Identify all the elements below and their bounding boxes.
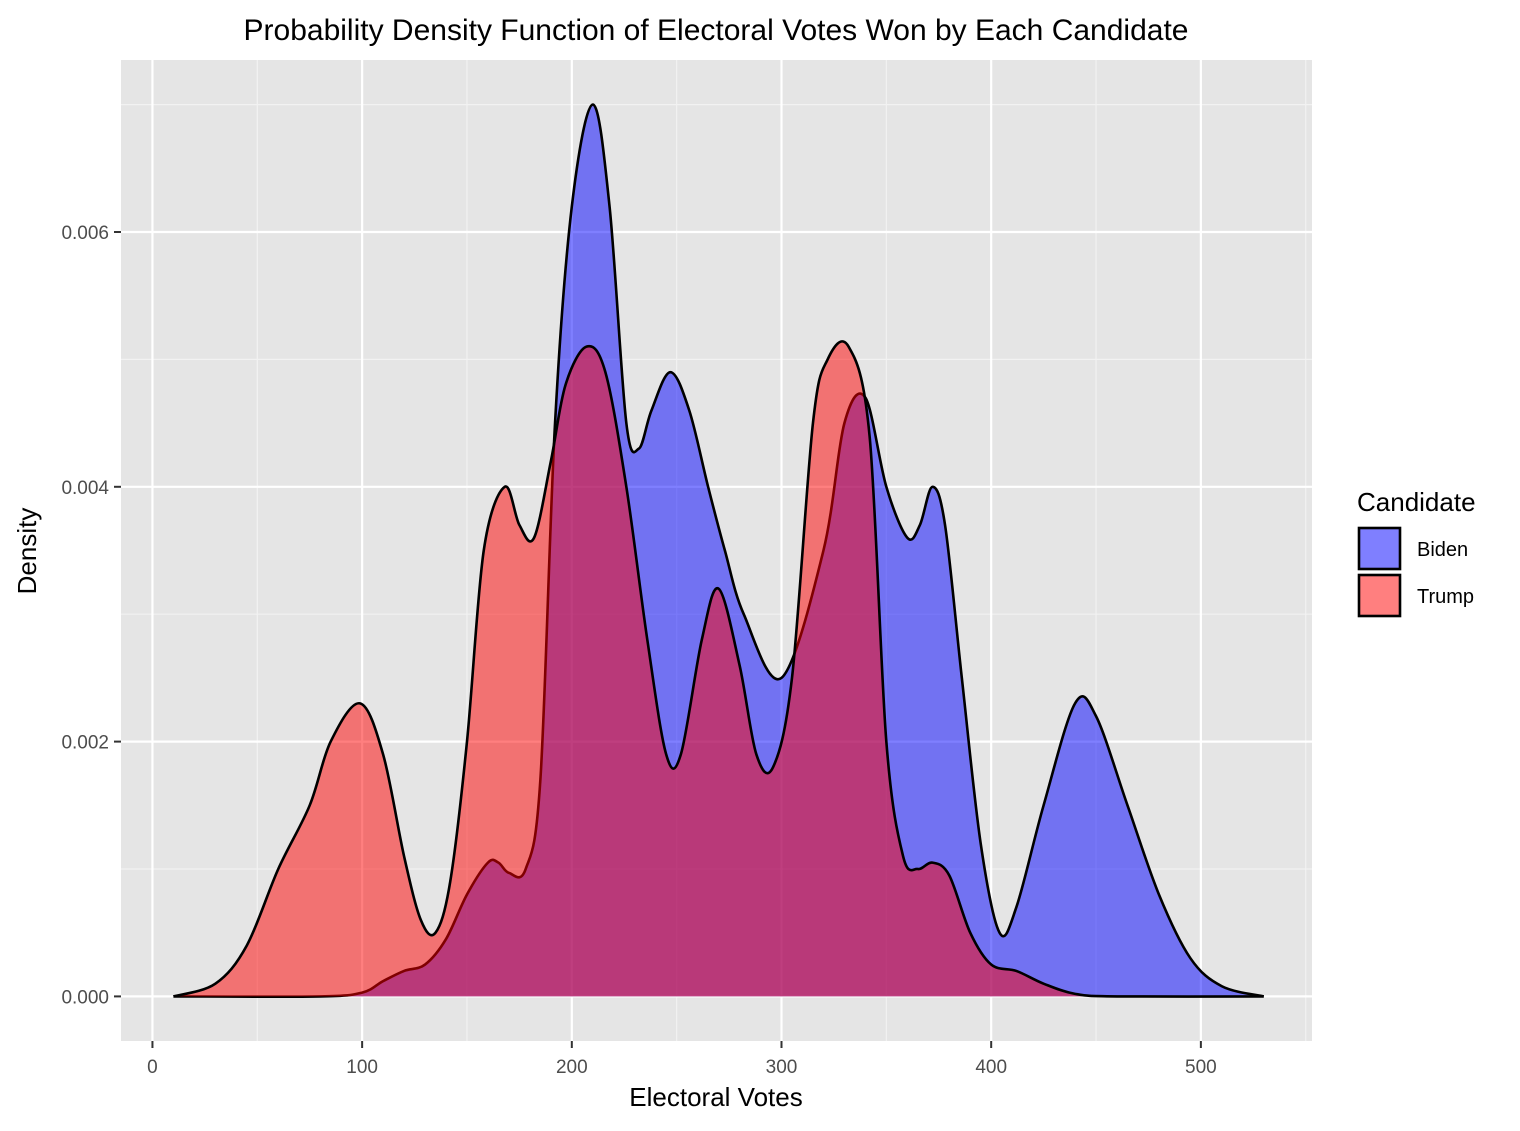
x-tick-label: 500 [1185, 1057, 1217, 1078]
y-axis: 0.000 0.002 0.004 0.006 [61, 223, 121, 1008]
legend-key-trump [1357, 573, 1402, 618]
legend-key-biden [1357, 526, 1402, 571]
legend-label-biden: Biden [1417, 539, 1468, 561]
x-axis-label: Electoral Votes [629, 1082, 802, 1112]
density-areas [173, 103, 1265, 998]
density-area-trump [173, 341, 1264, 997]
density-outline-trump [173, 340, 1264, 998]
legend: Candidate Biden Trump [1357, 487, 1476, 618]
x-tick-label: 200 [556, 1057, 588, 1078]
x-tick-label: 300 [766, 1057, 798, 1078]
y-tick-label: 0.006 [61, 223, 109, 244]
major-grid [121, 60, 1312, 1041]
legend-label-trump: Trump [1417, 586, 1474, 608]
y-tick-label: 0.000 [61, 987, 109, 1008]
y-axis-label: Density [12, 508, 42, 595]
x-axis: 0 100 200 300 400 500 [147, 1041, 1217, 1078]
chart-title: Probability Density Function of Electora… [244, 14, 1189, 47]
legend-title: Candidate [1357, 487, 1476, 517]
density-area-biden [173, 104, 1264, 997]
x-tick-label: 0 [147, 1057, 158, 1078]
x-tick-label: 400 [975, 1057, 1007, 1078]
y-tick-label: 0.004 [61, 478, 109, 499]
x-tick-label: 100 [346, 1057, 378, 1078]
y-tick-label: 0.002 [61, 733, 109, 754]
